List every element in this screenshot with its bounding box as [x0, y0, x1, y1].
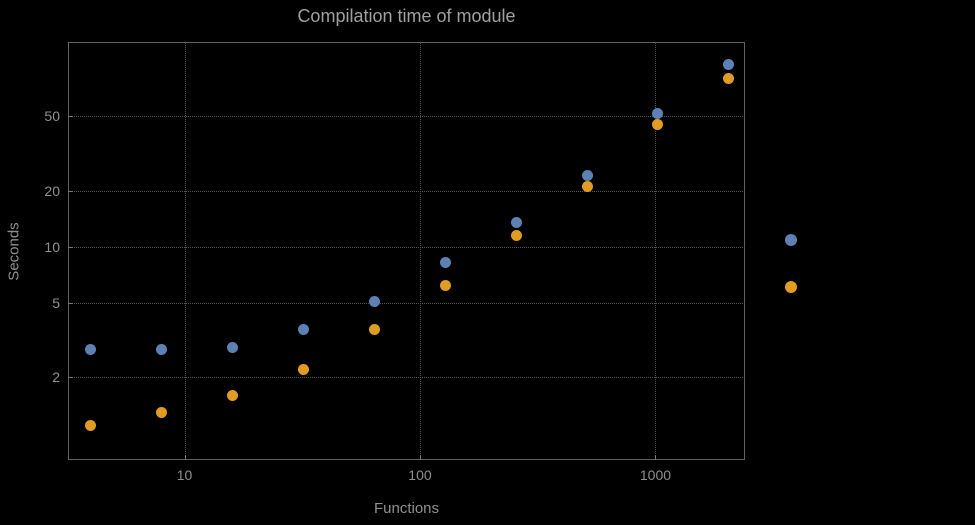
data-point-series-1	[652, 107, 664, 119]
data-point-series-1	[581, 170, 593, 182]
data-point-series-2	[85, 420, 97, 432]
x-tick-label: 100	[408, 467, 432, 483]
legend-marker-series-2	[785, 281, 797, 293]
y-tick-mark	[68, 116, 73, 118]
data-point-series-1	[510, 216, 522, 228]
x-tick-label: 1000	[639, 467, 672, 483]
data-point-series-1	[439, 257, 451, 269]
data-point-series-2	[510, 229, 522, 241]
x-gridline	[419, 42, 421, 460]
y-gridline	[68, 246, 745, 248]
data-point-series-2	[227, 389, 239, 401]
data-point-series-2	[368, 324, 380, 336]
plot-area	[68, 42, 745, 460]
x-tick-mark	[184, 455, 186, 460]
y-tick-mark	[68, 302, 73, 304]
y-tick-label: 5	[52, 294, 60, 311]
legend	[785, 234, 797, 328]
data-point-series-1	[85, 344, 97, 356]
data-point-series-1	[723, 58, 735, 70]
x-axis-label: Functions	[373, 500, 440, 517]
x-gridline	[655, 42, 657, 460]
data-point-series-1	[156, 344, 168, 356]
y-tick-label: 20	[44, 182, 60, 199]
y-tick-label: 10	[44, 238, 60, 255]
data-point-series-2	[297, 363, 309, 375]
y-tick-mark	[68, 246, 73, 248]
data-point-series-2	[439, 279, 451, 291]
legend-marker-series-1	[785, 234, 797, 246]
y-tick-label: 50	[44, 108, 60, 125]
x-tick-mark	[419, 455, 421, 460]
data-point-series-2	[723, 72, 735, 84]
y-axis-label: Seconds	[5, 222, 23, 281]
data-point-series-1	[227, 341, 239, 353]
x-gridline	[184, 42, 186, 460]
data-point-series-2	[156, 406, 168, 418]
data-point-series-2	[581, 181, 593, 193]
data-point-series-1	[297, 324, 309, 336]
y-tick-mark	[68, 377, 73, 379]
data-point-series-2	[652, 119, 664, 131]
y-gridline	[68, 377, 745, 379]
y-gridline	[68, 302, 745, 304]
x-tick-label: 10	[176, 467, 193, 483]
y-gridline	[68, 116, 745, 118]
y-tick-label: 2	[52, 369, 60, 386]
y-tick-mark	[68, 190, 73, 192]
data-point-series-1	[368, 295, 380, 307]
y-gridline	[68, 190, 745, 192]
x-tick-mark	[655, 455, 657, 460]
chart-title: Compilation time of module	[297, 6, 516, 26]
